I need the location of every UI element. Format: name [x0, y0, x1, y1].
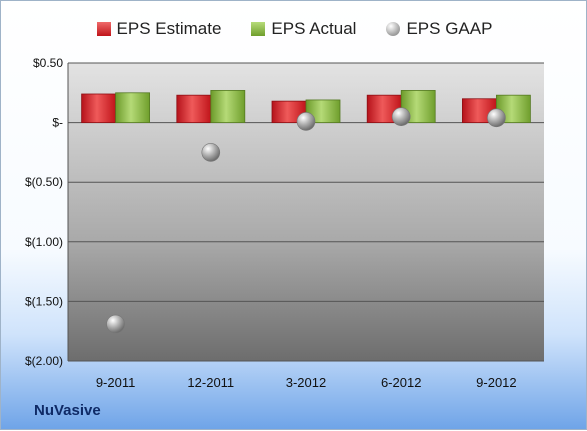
legend-swatch-eps-gaap — [386, 22, 401, 36]
x-tick-label: 6-2012 — [381, 375, 421, 390]
y-axis-ticks: $0.50 $- $(0.50) $(1.00) $(1.50) $(2.00) — [25, 56, 63, 368]
y-tick-label: $(2.00) — [25, 354, 63, 368]
gaap-marker — [296, 112, 316, 131]
legend-label-eps-gaap: EPS GAAP — [406, 19, 493, 38]
legend-label-eps-estimate: EPS Estimate — [116, 19, 222, 38]
estimate-bar — [81, 93, 116, 123]
legend-swatch-eps-estimate — [96, 22, 111, 36]
y-tick-label: $(0.50) — [25, 175, 63, 189]
x-tick-label: 9-2011 — [96, 375, 136, 390]
legend-item-eps-gaap: EPS GAAP — [386, 19, 492, 39]
legend-item-eps-estimate: EPS Estimate — [96, 19, 222, 39]
x-tick-label: 12-2011 — [187, 375, 234, 390]
y-tick-label: $- — [52, 116, 63, 130]
legend-swatch-eps-actual — [251, 22, 266, 36]
bars — [81, 90, 531, 124]
legend-item-eps-actual: EPS Actual — [251, 19, 356, 39]
gaap-markers — [106, 107, 506, 334]
y-tick-label: $0.50 — [33, 56, 63, 70]
y-tick-label: $(1.50) — [25, 294, 63, 308]
x-tick-label: 9-2012 — [476, 375, 516, 390]
estimate-bar — [176, 94, 212, 123]
x-axis-ticks: 9-2011 12-2011 3-2012 6-2012 9-2012 — [96, 375, 517, 390]
gaap-marker — [106, 314, 125, 334]
company-label: NuVasive — [34, 402, 101, 419]
gaap-marker — [391, 107, 411, 126]
y-tick-label: $(1.00) — [25, 235, 63, 249]
actual-bar — [305, 99, 341, 124]
actual-bar — [115, 92, 150, 124]
legend-label-eps-actual: EPS Actual — [271, 19, 357, 38]
legend: EPS Estimate EPS Actual EPS GAAP — [1, 15, 587, 43]
gaap-marker — [201, 143, 221, 162]
actual-bar — [210, 90, 246, 123]
gaap-marker — [487, 108, 506, 128]
x-tick-label: 3-2012 — [286, 375, 326, 390]
